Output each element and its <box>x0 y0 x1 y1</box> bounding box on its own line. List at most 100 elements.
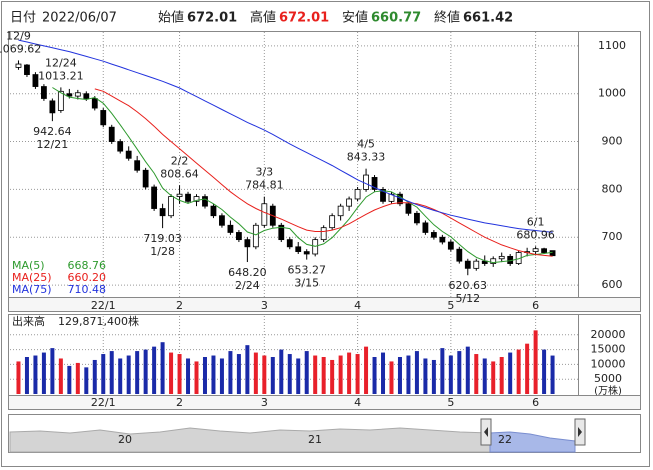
x-tick-label: 5 <box>447 396 454 409</box>
x-tick-label: 6 <box>532 396 539 409</box>
candle-body <box>117 141 124 152</box>
candle-body <box>244 239 251 248</box>
volume-bar <box>304 351 309 394</box>
candle-body <box>346 198 353 207</box>
candle-body <box>329 215 336 229</box>
volume-bar <box>542 349 547 394</box>
candle-body <box>74 92 81 97</box>
navigator-selection[interactable] <box>489 431 576 453</box>
volume-bar <box>372 357 377 394</box>
candle-body <box>498 255 505 260</box>
annotation-value: 1013.21 <box>38 69 84 82</box>
volume-bar <box>287 354 292 394</box>
volume-bar <box>525 343 530 394</box>
volume-bar <box>92 359 97 394</box>
date: 2022/06/07 <box>42 11 117 26</box>
volume-bar <box>41 352 46 394</box>
annotation-value: 1069.62 <box>0 42 41 55</box>
navigator-label: 21 <box>308 433 322 446</box>
navigator-label: 20 <box>118 433 132 446</box>
high-label: 高値 <box>250 10 276 26</box>
candle-body <box>176 193 183 197</box>
date-label: 日付 <box>10 11 36 26</box>
candle-body <box>185 193 191 202</box>
navigator-label: 22 <box>498 433 512 446</box>
volume-bar <box>211 355 216 394</box>
volume-bar <box>516 349 521 394</box>
close-value: 661.42 <box>463 11 513 26</box>
volume-bar <box>347 352 352 394</box>
volume-bar <box>109 351 114 394</box>
x-tick-label: 22/1 <box>91 396 116 409</box>
candle-body <box>422 222 429 233</box>
annotation-value: 942.64 <box>33 125 72 138</box>
x-tick-label: 2 <box>176 299 183 312</box>
annotation-value: 808.64 <box>160 167 199 180</box>
volume-bar <box>169 352 174 394</box>
volume-bar <box>423 358 428 394</box>
annotation-date: 4/5 <box>357 138 375 151</box>
annotation-value: 843.33 <box>347 151 386 164</box>
volume-bar <box>508 352 513 394</box>
x-tick-label: 22/1 <box>91 299 116 312</box>
volume-bar <box>355 354 360 394</box>
annotation-value: 653.27 <box>287 264 326 277</box>
candle-body <box>83 93 90 99</box>
annotation-date: 3/3 <box>255 166 273 179</box>
x-tick-label: 6 <box>532 299 539 312</box>
y-tick-label: 20000 <box>591 328 626 341</box>
open-label: 始値 <box>158 10 184 26</box>
volume-bar <box>33 355 38 394</box>
volume-bar <box>465 346 470 394</box>
ma-line <box>52 87 553 264</box>
volume-bar <box>296 358 301 394</box>
candle-body <box>125 150 132 159</box>
volume-bar <box>24 357 29 394</box>
candle-body <box>295 246 302 252</box>
candle-body <box>414 212 420 224</box>
volume-bar <box>84 367 89 394</box>
candle-body <box>261 203 268 226</box>
legend-value: 660.20 <box>68 271 107 284</box>
candle-body <box>354 188 361 200</box>
volume-bar <box>58 358 63 394</box>
volume-bar <box>270 357 275 394</box>
legend-name: MA(25) <box>12 271 52 284</box>
candle-body <box>456 248 463 262</box>
legend-name: MA(5) <box>12 259 45 272</box>
annotation-date: 12/9 <box>6 29 31 42</box>
volume-latest: 129,871,400株 <box>58 314 139 328</box>
candle-body <box>371 177 378 190</box>
annotation-date: 12/24 <box>45 56 77 69</box>
volume-bar <box>143 349 148 394</box>
volume-bar <box>50 348 55 394</box>
candle-body <box>473 260 480 269</box>
ma-line <box>18 39 553 233</box>
volume-bar <box>381 352 386 394</box>
candle-body <box>464 260 471 269</box>
volume-bar <box>135 351 140 394</box>
annotation-date: 5/12 <box>455 292 480 305</box>
low-value: 660.77 <box>371 11 421 26</box>
candle-body <box>66 93 73 97</box>
candle-body <box>303 251 310 255</box>
candle-body <box>100 110 107 126</box>
candle-body <box>252 224 259 248</box>
annotation-value: 680.96 <box>516 228 555 241</box>
candle-body <box>219 215 225 226</box>
candle-body <box>320 227 327 241</box>
candle-body <box>32 74 39 87</box>
volume-bar <box>389 361 394 394</box>
volume-bar <box>253 352 258 394</box>
navigator-history <box>9 427 491 453</box>
volume-bar <box>491 361 496 394</box>
volume-bar <box>16 361 21 394</box>
volume-bar <box>67 365 72 394</box>
volume-unit: (万株) <box>594 384 622 397</box>
volume-bar <box>160 342 165 394</box>
volume-bar <box>236 354 241 394</box>
volume-bar <box>202 357 207 394</box>
y-tick-label: 600 <box>602 278 623 291</box>
x-axis-band <box>8 395 641 410</box>
candle-body <box>134 160 141 171</box>
